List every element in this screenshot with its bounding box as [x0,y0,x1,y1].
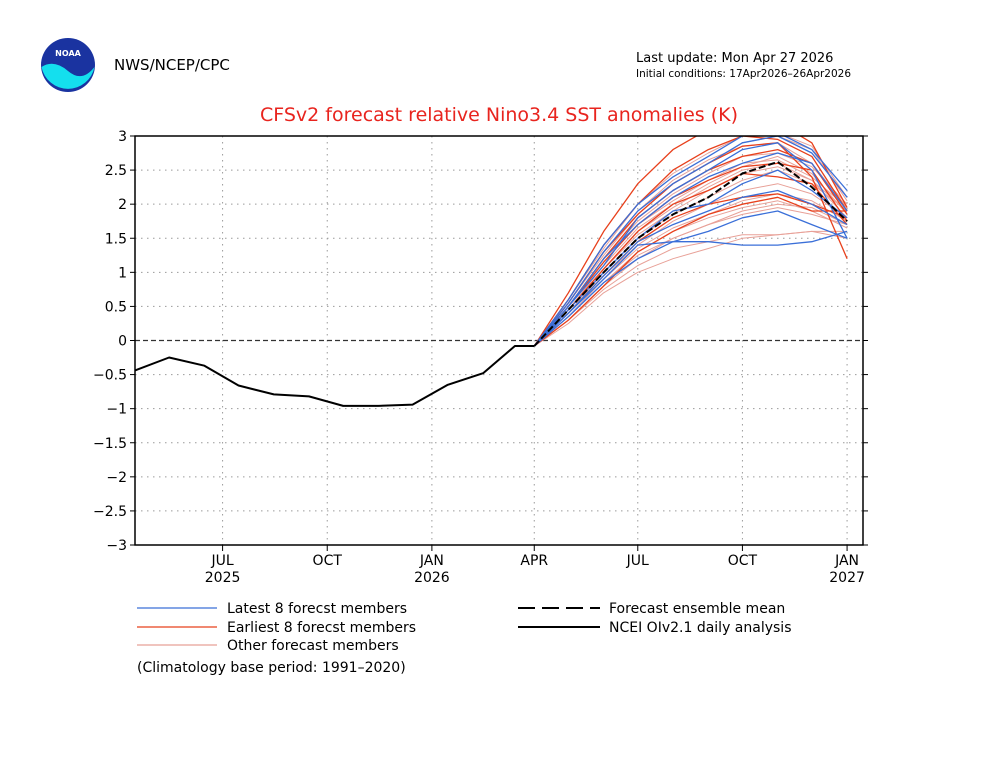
climatology-footnote: (Climatology base period: 1991–2020) [137,660,406,676]
legend-label-other: Other forecast members [227,638,399,654]
x-tick-label: JAN [419,553,444,569]
y-tick-label: −1.5 [93,436,127,452]
y-tick-label: −3 [106,538,127,554]
other-member-line [533,155,848,347]
latest-member-line [533,210,848,347]
y-tick-label: −2.5 [93,504,127,520]
observed-analysis-line [135,345,535,407]
agency-label: NWS/NCEP/CPC [114,56,230,74]
y-tick-label: 0.5 [105,299,127,315]
noaa-logo: NOAA [41,38,95,92]
y-tick-label: −2 [106,470,127,486]
plot-series [135,136,848,407]
other-member-line [534,230,848,347]
x-tick-label: JUL [626,553,649,569]
x-tick-label: APR [520,553,548,569]
latest-member-line [533,152,848,347]
logo-wave [41,63,95,89]
legend-label-earliest: Earliest 8 forecst members [227,620,416,636]
x-tick-label: OCT [728,553,758,569]
latest-member-line [533,230,848,347]
latest-member-line [533,142,848,347]
chart-title: CFSv2 forecast relative Nino3.4 SST anom… [260,104,738,126]
x-year-label: 2025 [205,570,241,586]
earliest-member-line [533,196,848,347]
other-member-line [533,207,848,347]
latest-member-line [533,169,848,347]
latest-member-line [533,136,848,347]
other-member-line [533,136,848,347]
last-update: Last update: Mon Apr 27 2026 [636,51,834,66]
legend-label-latest: Latest 8 forecst members [227,601,407,617]
other-member-line [533,203,848,347]
latest-member-line [533,136,848,347]
x-tick-label: JAN [834,553,859,569]
x-tick-label: JUL [210,553,233,569]
other-member-line [533,169,848,347]
y-tick-label: 3 [118,129,127,145]
earliest-member-line [533,136,848,347]
logo-bird [59,45,77,63]
logo-text: NOAA [55,49,81,58]
legend-label-mean: Forecast ensemble mean [609,601,785,617]
initial-conditions: Initial conditions: 17Apr2026–26Apr2026 [636,68,852,80]
legend-label-analysis: NCEI OIv2.1 daily analysis [609,620,792,636]
y-tick-label: 1 [118,265,127,281]
earliest-member-line [533,162,848,347]
y-tick-label: 2 [118,197,127,213]
y-tick-label: −1 [106,402,127,418]
y-tick-label: 2.5 [105,163,127,179]
y-tick-label: 1.5 [105,231,127,247]
y-tick-label: −0.5 [93,368,127,384]
latest-member-line [533,189,848,347]
ensemble-mean-line [533,160,848,347]
x-year-label: 2026 [414,570,450,586]
x-tick-label: OCT [313,553,343,569]
y-tick-label: 0 [118,334,127,350]
x-year-label: 2027 [829,570,865,586]
